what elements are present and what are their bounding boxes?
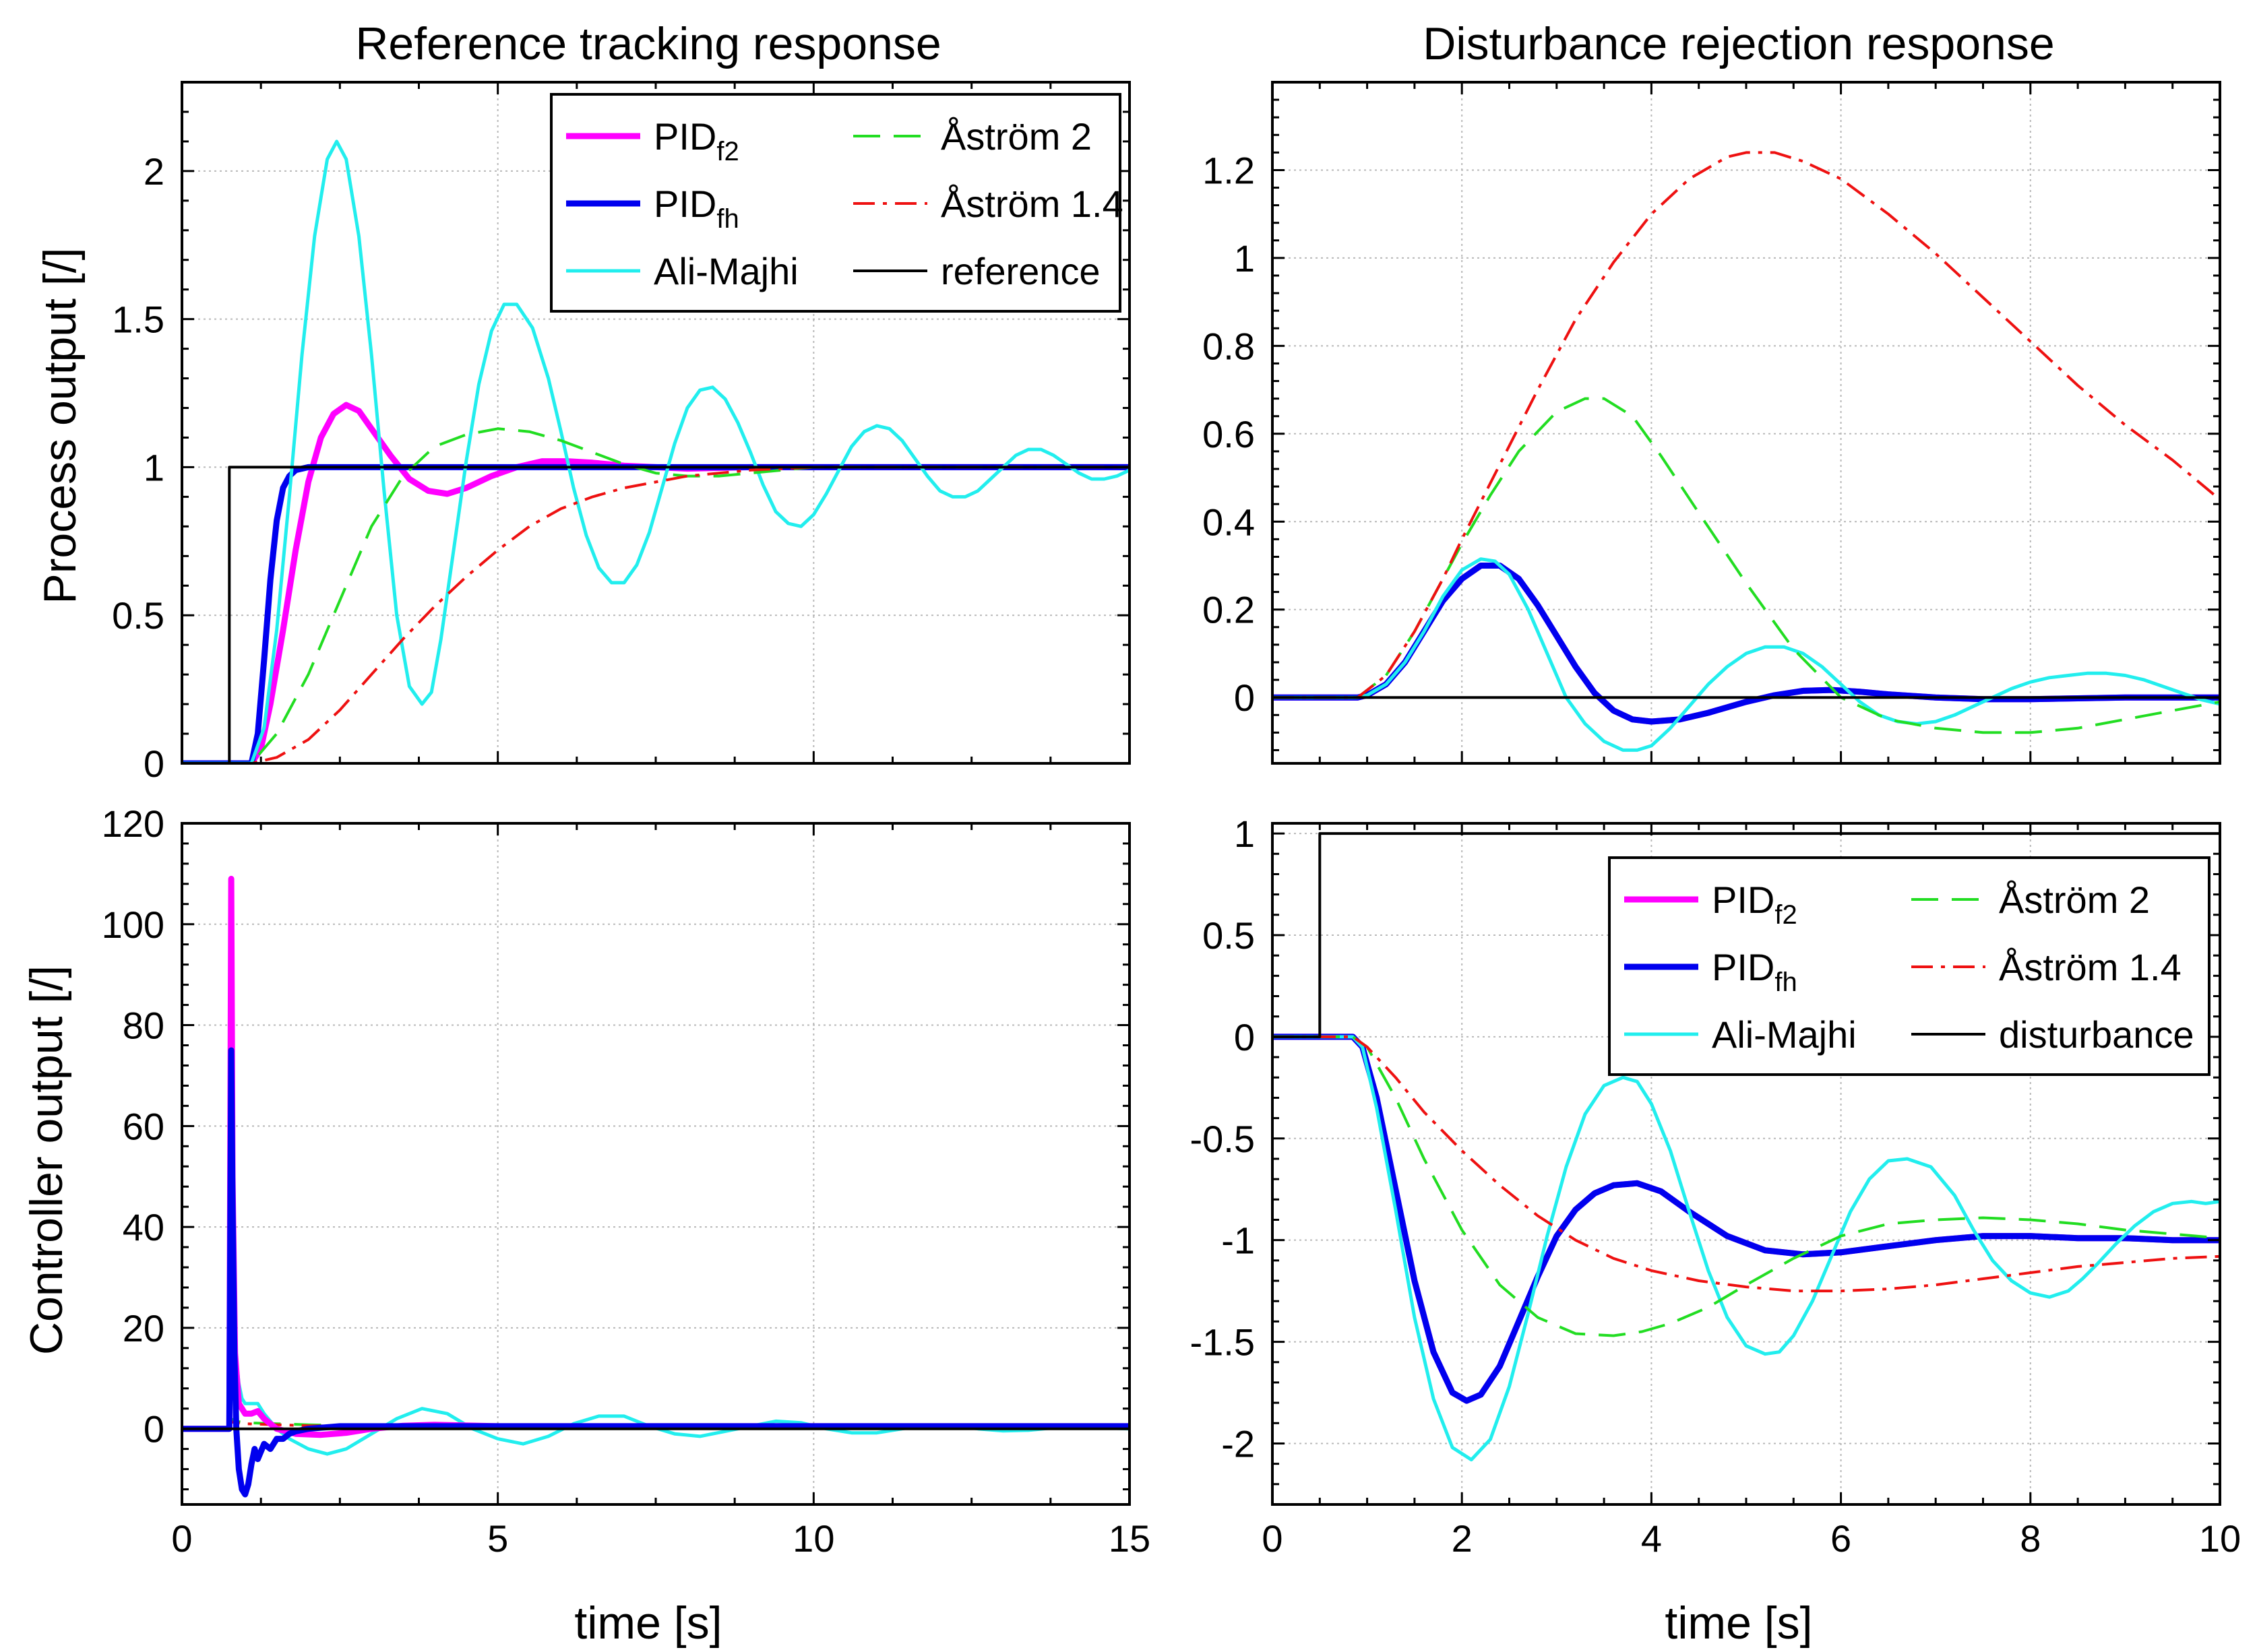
y-tick-label: 0.4 xyxy=(1202,501,1255,543)
series-line-reference xyxy=(182,466,1130,763)
y-tick-label: 20 xyxy=(123,1307,164,1349)
y-tick-label: 0.8 xyxy=(1202,325,1255,367)
disturbance-rejection-panel: 0 0.2 0.4 0.6 0.8 1 1.2 xyxy=(1202,81,2221,765)
y-axis-label-controller-output: Controller output [/] xyxy=(21,965,72,1355)
series-line-astrom-1-4 xyxy=(1272,1035,2220,1293)
x-tick-label: 15 xyxy=(1109,1517,1150,1560)
x-tick-label: 4 xyxy=(1641,1517,1662,1560)
x-axis-label-time-right: time [s] xyxy=(1665,1597,1812,1649)
y-tick-label: 2 xyxy=(144,150,164,193)
y-tick-label: 0.5 xyxy=(1202,914,1255,957)
legend-label-ali-majhi: Ali-Majhi xyxy=(654,250,799,292)
chart-title-disturbance: Disturbance rejection response xyxy=(1423,18,2054,69)
series-line-ali-majhi xyxy=(1272,1035,2220,1462)
y-tick-label: 1 xyxy=(1234,813,1255,855)
x-tick-label: 0 xyxy=(171,1517,192,1560)
y-tick-label: 1 xyxy=(144,446,164,488)
y-tick-label: 60 xyxy=(123,1105,164,1147)
legend-label-reference: reference xyxy=(941,250,1101,292)
legend-box xyxy=(550,93,1121,313)
series-line-astrom-1-4 xyxy=(1272,151,2220,699)
y-tick-label: -1.5 xyxy=(1190,1321,1256,1364)
series-line-astrom-2 xyxy=(1272,397,2220,734)
y-tick-label: 80 xyxy=(123,1005,164,1047)
legend-label-astrom-2: Åström 2 xyxy=(1999,879,2150,921)
y-tick-label: 1.5 xyxy=(112,298,164,341)
series-line-ali-majhi xyxy=(1272,557,2220,752)
legend-label-astrom-1-4: Åström 1.4 xyxy=(1999,946,2182,988)
y-axis-label-process-output: Process output [/] xyxy=(34,247,86,604)
y-tick-label: 120 xyxy=(102,802,164,845)
x-tick-label: 8 xyxy=(2020,1517,2041,1560)
y-tick-label: -0.5 xyxy=(1190,1118,1256,1160)
y-tick-label: -1 xyxy=(1221,1219,1255,1262)
legend-label-ali-majhi: Ali-Majhi xyxy=(1712,1013,1857,1056)
legend-box xyxy=(1608,856,2210,1076)
x-tick-label: 2 xyxy=(1452,1517,1473,1560)
legend-label-astrom-2: Åström 2 xyxy=(941,115,1092,158)
y-tick-label: 1.2 xyxy=(1202,149,1255,191)
x-tick-label: 0 xyxy=(1262,1517,1282,1560)
reference-controller-output-panel: 0 5 10 15 0 20 40 60 80 100 120 xyxy=(102,802,1151,1560)
x-tick-label: 10 xyxy=(793,1517,834,1560)
y-tick-label: 40 xyxy=(123,1206,164,1248)
x-tick-label: 10 xyxy=(2199,1517,2241,1560)
y-tick-label: 0.5 xyxy=(112,594,164,637)
y-tick-label: 0 xyxy=(1234,1016,1255,1058)
y-tick-label: -2 xyxy=(1221,1422,1255,1465)
series-line-pidfh xyxy=(1272,1034,2220,1404)
y-tick-label: 0 xyxy=(1234,676,1255,719)
series-line-disturbance xyxy=(1272,832,2220,1038)
y-tick-label: 0 xyxy=(144,742,164,785)
series-line-astrom-2 xyxy=(1272,1035,2220,1337)
y-tick-label: 1 xyxy=(1234,237,1255,280)
x-tick-label: 6 xyxy=(1830,1517,1851,1560)
series-line-pidfh xyxy=(182,1047,1130,1498)
x-axis-label-time-left: time [s] xyxy=(574,1597,722,1649)
y-tick-label: 0.2 xyxy=(1202,589,1255,631)
y-tick-label: 0.6 xyxy=(1202,413,1255,455)
y-tick-label: 100 xyxy=(102,903,164,946)
x-tick-label: 5 xyxy=(487,1517,508,1560)
y-tick-label: 0 xyxy=(144,1408,164,1451)
legend-label-astrom-1-4: Åström 1.4 xyxy=(941,183,1123,225)
chart-title-reference: Reference tracking response xyxy=(355,18,941,69)
legend-label-disturbance: disturbance xyxy=(1999,1013,2194,1056)
series-line-astrom-1-4 xyxy=(182,466,1130,763)
